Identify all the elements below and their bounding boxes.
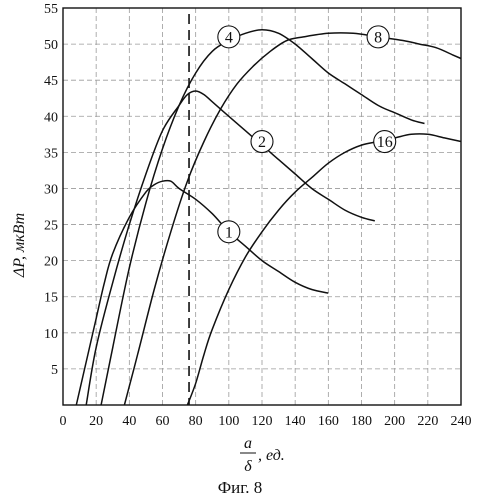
x-tick-label-240: 240 xyxy=(451,414,472,429)
x-tick-label-60: 60 xyxy=(156,414,170,429)
x-axis-label-denominator: δ xyxy=(244,458,252,475)
plot-frame xyxy=(62,7,462,406)
series-lines: 1 2 4 8 16 xyxy=(75,25,462,406)
grid xyxy=(63,8,461,405)
series-line-4 xyxy=(100,28,425,406)
x-tick-label-220: 220 xyxy=(417,414,438,429)
y-tick-label-15: 15 xyxy=(44,291,58,306)
y-tick-label-50: 50 xyxy=(44,38,58,53)
x-tick-label-180: 180 xyxy=(351,414,372,429)
x-axis-label-unit: , ед. xyxy=(258,447,285,464)
series-label-2: 2 xyxy=(258,134,266,151)
series-label-circle-4 xyxy=(217,25,241,49)
y-axis-label: ΔP, мкВт xyxy=(11,213,28,278)
y-tick-label-20: 20 xyxy=(44,255,58,270)
x-tick-label-160: 160 xyxy=(318,414,339,429)
series-label-16: 16 xyxy=(377,134,393,151)
figure-caption: Фиг. 8 xyxy=(218,478,263,497)
y-tick-labels: 5 10 15 20 25 30 35 40 45 50 55 xyxy=(44,2,58,378)
series-label-circle-1 xyxy=(217,220,241,244)
y-tick-label-5: 5 xyxy=(51,363,58,378)
x-tick-label-0: 0 xyxy=(60,414,67,429)
x-tick-label-140: 140 xyxy=(285,414,306,429)
x-tick-label-20: 20 xyxy=(89,414,103,429)
x-axis-label-numerator: a xyxy=(244,435,252,452)
series-label-circle-2 xyxy=(250,129,274,154)
series-line-2 xyxy=(85,90,375,406)
series-label-1: 1 xyxy=(225,224,233,241)
y-tick-label-45: 45 xyxy=(44,74,58,89)
x-tick-label-40: 40 xyxy=(122,414,136,429)
series-line-8 xyxy=(123,32,462,406)
plot-area-border xyxy=(62,7,462,406)
series-line-1 xyxy=(75,179,329,406)
y-tick-label-55: 55 xyxy=(44,2,58,17)
y-tick-label-25: 25 xyxy=(44,219,58,234)
series-label-4: 4 xyxy=(225,29,233,46)
x-tick-label-200: 200 xyxy=(384,414,405,429)
series-label-circle-8 xyxy=(366,25,390,49)
y-tick-label-30: 30 xyxy=(44,182,58,197)
x-tick-label-120: 120 xyxy=(252,414,273,429)
y-tick-label-35: 35 xyxy=(44,146,58,161)
series-line-16 xyxy=(186,133,462,406)
series-label-8: 8 xyxy=(374,29,382,46)
x-tick-label-80: 80 xyxy=(189,414,203,429)
y-tick-label-40: 40 xyxy=(44,110,58,125)
x-tick-label-100: 100 xyxy=(218,414,239,429)
y-tick-label-10: 10 xyxy=(44,327,58,342)
series-label-circle-16 xyxy=(373,129,397,154)
x-tick-labels: 0 20 40 60 80 100 120 140 160 180 200 220 240 xyxy=(60,414,472,429)
